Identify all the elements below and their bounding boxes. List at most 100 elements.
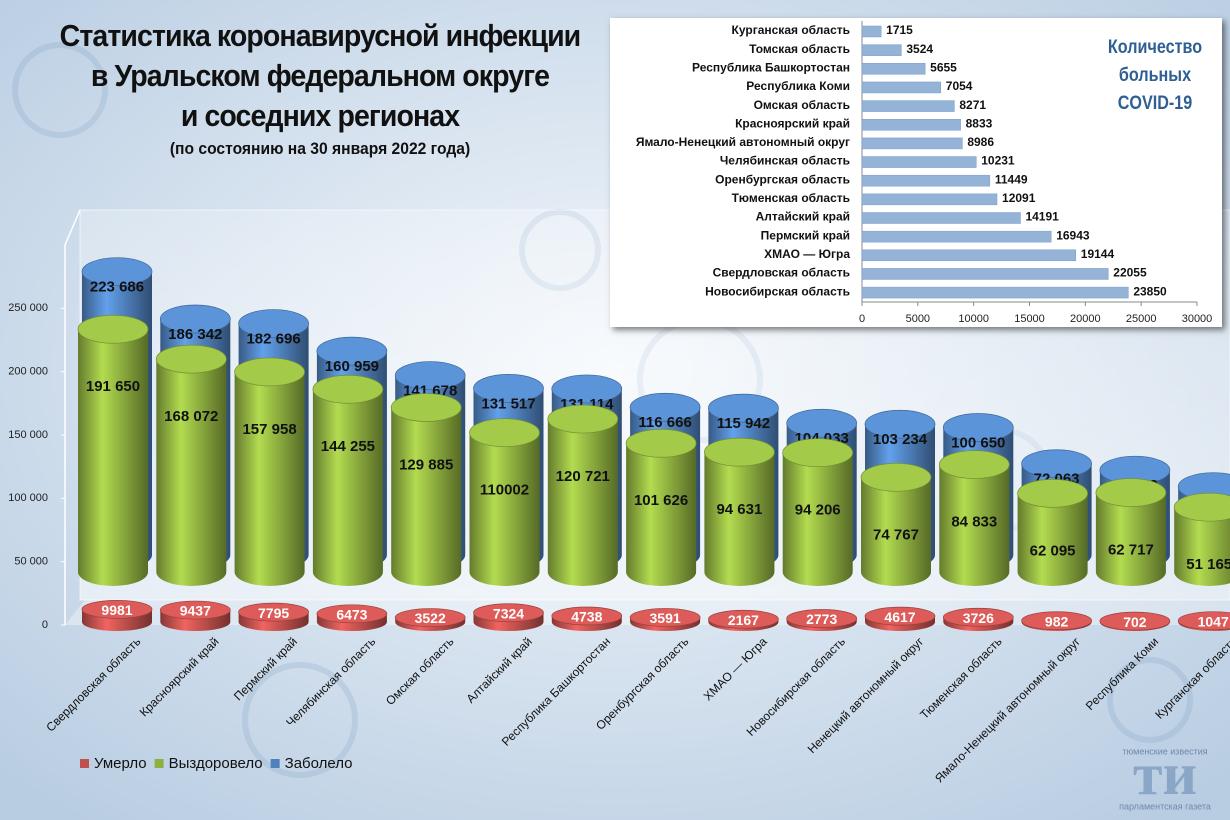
value-label: 10231	[981, 154, 1015, 168]
value-label: 74 767	[873, 526, 919, 543]
cylinder-top	[238, 309, 309, 338]
cylinder	[391, 407, 462, 586]
cylinder	[1095, 492, 1166, 586]
value-label: 2167	[728, 612, 759, 628]
y-tick-label: 100 000	[8, 492, 48, 504]
cylinder-top	[547, 404, 619, 434]
category-label: Томская область	[749, 42, 850, 56]
category-label: Алтайский край	[756, 210, 850, 224]
value-label: 3591	[650, 610, 681, 626]
category-label: Республика Башкортостан	[692, 60, 850, 74]
value-label: 94 631	[716, 501, 762, 518]
value-label: 223 686	[90, 279, 144, 296]
value-label: 5655	[930, 60, 957, 74]
legend-swatch	[154, 759, 164, 768]
value-label: 168 072	[164, 408, 218, 425]
bar	[861, 25, 882, 38]
value-label: 4617	[884, 609, 915, 625]
cylinder-top	[782, 438, 854, 468]
cylinder-top	[1021, 611, 1092, 631]
category-label: ХМАО — Югра	[764, 247, 850, 261]
value-label: 7054	[946, 79, 973, 93]
cylinder-top	[625, 428, 697, 458]
cylinder-top	[786, 609, 858, 628]
cylinder-top	[551, 374, 623, 404]
cylinder-top	[786, 408, 858, 438]
value-label: 3522	[415, 610, 446, 626]
x-tick-label: 30000	[1182, 313, 1213, 325]
cylinder-top	[390, 393, 462, 422]
value-label: 11449	[995, 172, 1028, 186]
x-tick-label: 0	[859, 313, 865, 325]
title-line: Статистика коронавирусной инфекции	[59, 18, 582, 53]
value-label: 144 255	[321, 438, 375, 455]
value-label: 110002	[480, 482, 529, 499]
cylinder	[547, 419, 618, 586]
cylinder	[626, 443, 697, 586]
cylinder-top	[469, 418, 540, 448]
legend-swatch	[270, 759, 280, 768]
legend-label: Заболело	[285, 755, 353, 772]
cylinder-top	[316, 604, 388, 624]
value-label: 157 958	[242, 421, 296, 438]
subtitle: (по состоянию на 30 января 2022 года)	[169, 139, 471, 158]
cylinder-top	[708, 393, 779, 423]
value-label: 982	[1045, 613, 1069, 629]
cylinder-top	[551, 606, 623, 626]
x-tick-label: 10000	[958, 313, 989, 325]
value-label: 62 717	[1108, 542, 1154, 559]
category-label: Челябинская область	[720, 154, 850, 168]
category-label: Курганская область	[732, 23, 850, 37]
cylinder	[234, 371, 305, 586]
value-label: 3524	[906, 42, 933, 56]
title-line: в Уральском федеральном округе	[90, 58, 550, 93]
value-label: 94 206	[795, 502, 841, 519]
category-label: Республика Коми	[746, 79, 850, 93]
value-label: 116 666	[638, 414, 691, 431]
value-label: 191 650	[86, 378, 140, 395]
cylinder	[469, 432, 540, 586]
value-label: 186 342	[168, 326, 222, 343]
cylinder-top	[704, 437, 775, 467]
value-label: 115 942	[717, 415, 770, 432]
value-label: 120 721	[556, 468, 610, 485]
category-label: Новосибирская область	[705, 284, 850, 298]
value-label: 6473	[336, 607, 367, 623]
value-label: 51 165	[1186, 556, 1230, 573]
title-line: и соседних регионах	[180, 98, 460, 133]
cylinder	[1174, 507, 1230, 586]
value-label: 62 095	[1030, 542, 1076, 559]
cylinder-top	[234, 357, 305, 387]
cylinder	[861, 477, 931, 586]
value-label: 160 959	[325, 358, 379, 375]
cylinder-top	[1173, 492, 1230, 522]
legend-swatch	[80, 759, 89, 768]
legend-label: Выздоровело	[169, 755, 263, 772]
y-tick-label: 250 000	[8, 302, 48, 314]
cylinder-top	[864, 409, 936, 439]
cylinder-top	[938, 450, 1010, 479]
value-label: 4738	[571, 609, 602, 625]
bar	[861, 81, 942, 94]
cylinder-top	[1095, 478, 1167, 507]
cylinder-top	[942, 607, 1014, 627]
x-tick-label: 15000	[1014, 313, 1045, 325]
logo-top: тюменские известия	[1122, 746, 1207, 756]
cylinder-top	[159, 304, 231, 334]
value-label: 8271	[959, 98, 986, 112]
cylinder	[1017, 493, 1088, 586]
value-label: 3726	[963, 610, 994, 626]
axis-edge	[64, 209, 81, 246]
cylinder-top	[473, 603, 544, 623]
cylinder-top	[81, 600, 153, 619]
value-label: 131 517	[481, 395, 535, 412]
x-tick-label: 20000	[1070, 313, 1101, 325]
category-label: Пермский край	[761, 228, 850, 242]
bar	[861, 44, 902, 56]
bar	[861, 100, 955, 112]
category-label: Тюменская область	[732, 191, 850, 205]
category-label: Оренбургская область	[715, 172, 850, 186]
cylinder-top	[1177, 611, 1230, 631]
value-label: 7324	[493, 605, 524, 621]
cylinder-top	[159, 600, 231, 620]
